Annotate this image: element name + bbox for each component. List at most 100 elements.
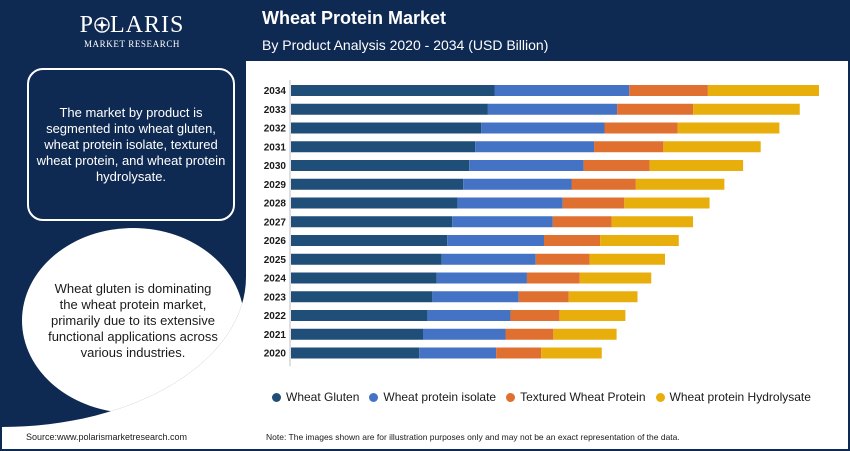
- bar-segment-2029-textured-wheat-protein: [571, 178, 636, 190]
- bar-segment-2029-wheat-protein-isolate: [463, 178, 572, 190]
- brand-logo[interactable]: P LARIS MARKET RESEARCH: [72, 12, 192, 49]
- bar-segment-2023-wheat-protein-isolate: [432, 291, 519, 303]
- y-tick-label-2022: 2022: [264, 311, 287, 322]
- y-tick-label-2023: 2023: [264, 292, 287, 303]
- y-tick-label-2034: 2034: [264, 86, 287, 97]
- bar-segment-2021-textured-wheat-protein: [505, 328, 554, 340]
- bar-segment-2023-wheat-protein-hydrolysate: [568, 291, 638, 303]
- bar-segment-2024-wheat-protein-isolate: [436, 272, 527, 284]
- bar-segment-2023-wheat-gluten: [291, 291, 433, 303]
- y-tick-label-2029: 2029: [264, 180, 287, 191]
- chart-legend: Wheat Gluten Wheat protein isolate Textu…: [272, 390, 811, 404]
- segment-summary-text: The market by product is segmented into …: [36, 104, 226, 184]
- bar-segment-2020-wheat-protein-isolate: [419, 347, 497, 359]
- bar-segment-2030-textured-wheat-protein: [583, 160, 650, 171]
- bar-segment-2025-wheat-gluten: [291, 253, 442, 265]
- bar-segment-2023-textured-wheat-protein: [518, 291, 569, 303]
- y-tick-label-2030: 2030: [264, 161, 287, 172]
- bar-segment-2020-textured-wheat-protein: [496, 347, 542, 359]
- legend-swatch-wheat-protein-hydrolysate: [655, 392, 665, 402]
- bar-segment-2030-wheat-protein-isolate: [469, 160, 584, 171]
- bar-segment-2029-wheat-protein-hydrolysate: [635, 178, 725, 190]
- bar-segment-2022-wheat-protein-hydrolysate: [559, 310, 626, 321]
- bar-segment-2033-wheat-protein-isolate: [487, 103, 618, 115]
- bar-segment-2028-wheat-protein-hydrolysate: [624, 197, 710, 209]
- chart-header: Wheat Protein Market By Product Analysis…: [246, 2, 848, 61]
- bar-segment-2031-wheat-protein-isolate: [475, 141, 595, 153]
- bar-segment-2027-textured-wheat-protein: [552, 216, 612, 228]
- legend-label-textured-wheat-protein: Textured Wheat Protein: [520, 390, 646, 404]
- brand-tagline: MARKET RESEARCH: [83, 39, 181, 49]
- bar-segment-2024-wheat-gluten: [291, 272, 437, 284]
- chart-subtitle: By Product Analysis 2020 - 2034 (USD Bil…: [262, 37, 549, 53]
- y-tick-label-2024: 2024: [264, 274, 287, 285]
- bar-segment-2033-wheat-protein-hydrolysate: [693, 103, 800, 115]
- y-tick-label-2032: 2032: [264, 124, 287, 135]
- y-tick-label-2031: 2031: [264, 142, 287, 153]
- bar-segment-2031-textured-wheat-protein: [594, 141, 664, 153]
- bar-segment-2034-wheat-protein-hydrolysate: [707, 85, 819, 96]
- legend-label-wheat-protein-isolate: Wheat protein isolate: [383, 390, 497, 404]
- bar-segment-2027-wheat-gluten: [291, 216, 453, 228]
- bar-segment-2029-wheat-gluten: [291, 178, 464, 190]
- bar-segment-2026-wheat-gluten: [291, 235, 448, 246]
- bar-segment-2033-textured-wheat-protein: [617, 103, 694, 115]
- legend-swatch-wheat-gluten: [272, 392, 281, 402]
- bar-segment-2032-textured-wheat-protein: [604, 122, 678, 134]
- source-link[interactable]: Source:www.polarismarketresearch.com: [26, 432, 188, 442]
- legend-swatch-wheat-protein-isolate: [369, 392, 379, 402]
- bar-segment-2030-wheat-protein-hydrolysate: [649, 160, 744, 171]
- bar-segment-2020-wheat-protein-hydrolysate: [541, 347, 602, 359]
- bar-segment-2024-textured-wheat-protein: [526, 272, 580, 284]
- y-tick-label-2033: 2033: [264, 105, 287, 116]
- bar-segment-2022-textured-wheat-protein: [510, 310, 560, 321]
- left-panel: P LARIS MARKET RESEARCH The market by pro…: [2, 2, 246, 427]
- bar-segment-2034-textured-wheat-protein: [629, 85, 708, 96]
- bar-segment-2025-wheat-protein-hydrolysate: [589, 253, 665, 265]
- legend-item-wheat-protein-hydrolysate: Wheat protein Hydrolysate: [655, 390, 811, 404]
- bar-segment-2032-wheat-gluten: [291, 122, 482, 134]
- bar-segment-2026-wheat-protein-hydrolysate: [600, 235, 679, 246]
- bar-segment-2021-wheat-protein-hydrolysate: [553, 328, 617, 340]
- segment-summary-box: The market by product is segmented into …: [27, 68, 235, 221]
- bar-segment-2020-wheat-gluten: [291, 347, 420, 359]
- legend-item-wheat-gluten: Wheat Gluten: [272, 390, 359, 404]
- disclaimer-note: Note: The images shown are for illustrat…: [266, 432, 680, 442]
- bar-segment-2022-wheat-protein-isolate: [427, 310, 511, 321]
- y-tick-label-2027: 2027: [264, 217, 287, 228]
- bar-segment-2034-wheat-protein-isolate: [494, 85, 630, 96]
- bar-segment-2028-textured-wheat-protein: [562, 197, 625, 209]
- stacked-bar-chart: 2020 2021 2022 2023 2024 2025 2026 2027 2028 2029…: [264, 80, 819, 367]
- y-tick-label-2025: 2025: [264, 255, 287, 266]
- legend-label-wheat-protein-hydrolysate: Wheat protein Hydrolysate: [669, 390, 811, 404]
- bar-segment-2022-wheat-gluten: [291, 310, 428, 321]
- legend-item-textured-wheat-protein: Textured Wheat Protein: [506, 390, 646, 404]
- bar-segment-2032-wheat-protein-hydrolysate: [677, 122, 780, 134]
- bar-segment-2021-wheat-protein-isolate: [423, 328, 506, 340]
- bar-segment-2028-wheat-protein-isolate: [457, 197, 563, 209]
- bar-segment-2030-wheat-gluten: [291, 160, 470, 171]
- bar-segment-2034-wheat-gluten: [291, 85, 495, 96]
- bar-segment-2032-wheat-protein-isolate: [481, 122, 605, 134]
- bar-segment-2027-wheat-protein-isolate: [452, 216, 553, 228]
- key-insight-text: Wheat gluten is dominating the wheat pro…: [48, 280, 218, 360]
- y-tick-label-2020: 2020: [264, 349, 287, 360]
- y-tick-label-2026: 2026: [264, 236, 287, 247]
- bar-segment-2026-textured-wheat-protein: [544, 235, 601, 246]
- bar-segment-2025-wheat-protein-isolate: [441, 253, 536, 265]
- y-tick-label-2021: 2021: [264, 330, 287, 341]
- bar-segment-2026-wheat-protein-isolate: [447, 235, 544, 246]
- bar-segment-2033-wheat-gluten: [291, 103, 488, 115]
- bar-segment-2031-wheat-protein-hydrolysate: [663, 141, 761, 153]
- brand-name: P LARIS: [79, 12, 185, 38]
- key-insight-circle: Wheat gluten is dominating the wheat pro…: [22, 228, 244, 413]
- legend-label-wheat-gluten: Wheat Gluten: [286, 390, 360, 404]
- bar-segment-2028-wheat-gluten: [291, 197, 458, 209]
- bar-segment-2024-wheat-protein-hydrolysate: [579, 272, 652, 284]
- legend-swatch-textured-wheat-protein: [506, 392, 516, 402]
- bar-segment-2031-wheat-gluten: [291, 141, 476, 153]
- bar-segment-2021-wheat-gluten: [291, 328, 423, 340]
- bar-segment-2025-textured-wheat-protein: [535, 253, 590, 265]
- y-tick-label-2028: 2028: [264, 199, 287, 210]
